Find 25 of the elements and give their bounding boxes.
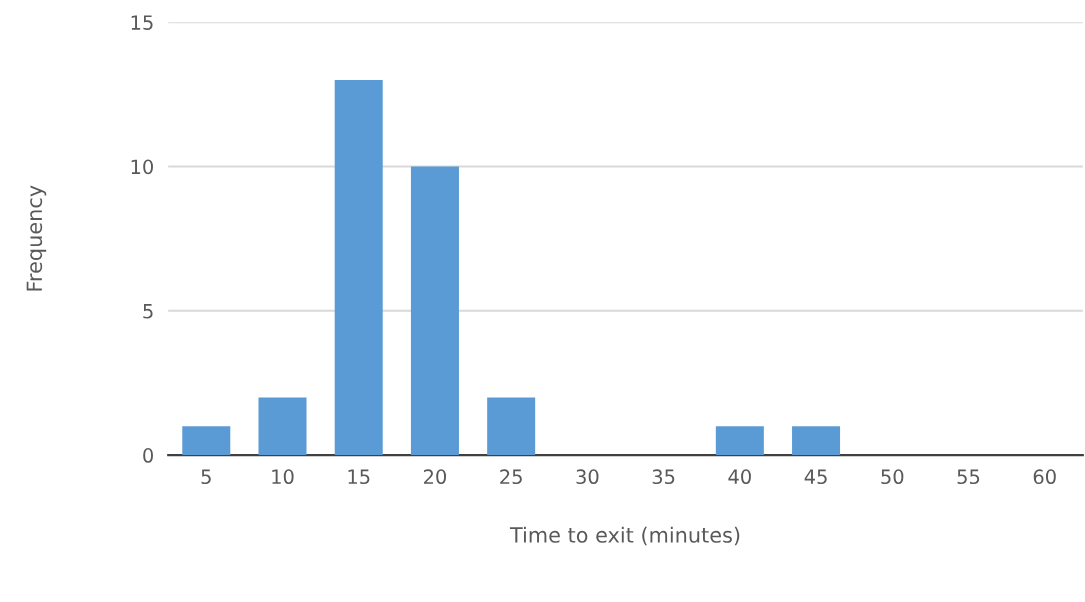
x-tick-label: 20 [424,469,447,485]
bar [792,426,841,456]
bar [182,426,231,456]
x-tick-label: 40 [728,469,751,485]
x-tick-label: 5 [201,469,211,485]
y-tick-label: 0 [143,448,153,463]
x-tick-label: 15 [348,469,370,485]
x-tick-label: 10 [272,469,294,485]
bar [487,397,536,456]
y-axis-title: Frequency [26,185,47,291]
bar [334,79,383,456]
x-tick-label: 30 [576,469,599,485]
x-axis-title: Time to exit (minutes) [509,526,740,546]
y-tick-label: 10 [131,159,153,175]
x-tick-label: 25 [500,469,522,485]
bar [715,426,764,456]
x-tick-label: 50 [881,469,904,485]
bar [258,397,307,456]
bar [410,166,459,456]
x-tick-label: 60 [1033,469,1056,485]
y-tick-label: 5 [143,304,153,319]
x-tick-label: 35 [652,469,675,485]
x-tick-label: 45 [804,469,827,485]
x-tick-label: 55 [957,469,980,485]
y-tick-label: 15 [131,15,153,30]
